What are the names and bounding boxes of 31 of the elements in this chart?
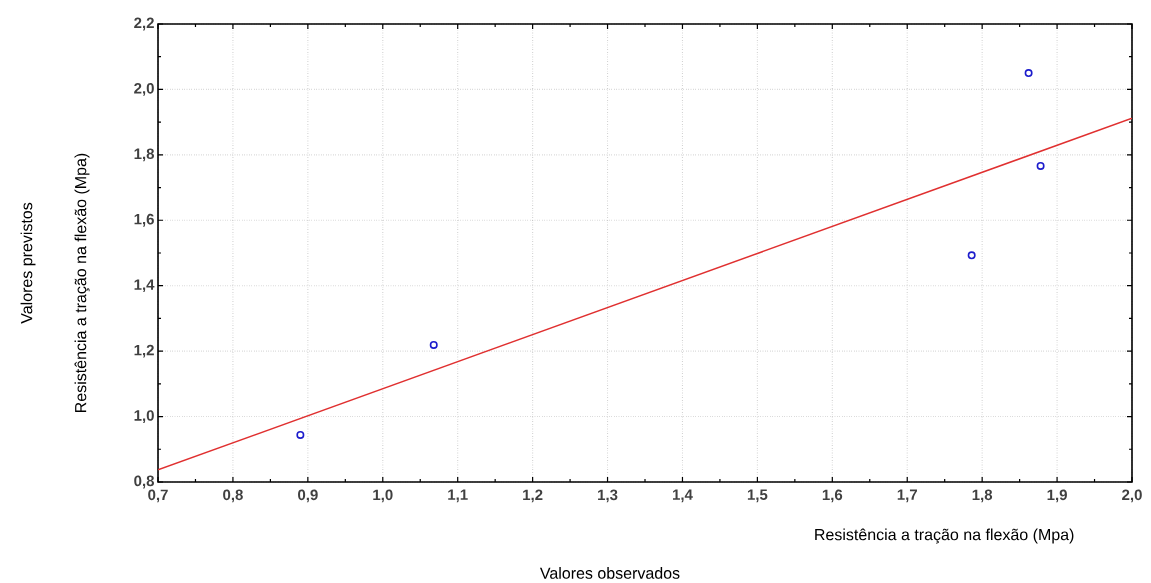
- y-tick-label: 2,0: [134, 83, 154, 96]
- point: [296, 430, 305, 439]
- text: Valores observados: [539, 567, 680, 579]
- point: [1024, 69, 1033, 78]
- x-tick-label: 1,9: [1047, 489, 1067, 503]
- x-tick-label: 1,1: [448, 489, 468, 503]
- x-tick-label: 0,7: [148, 489, 168, 503]
- x-tick-label: 1,8: [972, 489, 993, 503]
- x-axis-title: Resistência a tração na flexão (Mpa): [815, 528, 1074, 544]
- x-tick-label: 1,4: [672, 489, 693, 503]
- point: [967, 251, 976, 260]
- point: [429, 340, 438, 349]
- text: Valores previstos: [20, 202, 36, 324]
- x-tick-label: 1,6: [822, 489, 843, 503]
- x-tick-label: 0,8: [223, 489, 243, 503]
- y-tick-label: 1,8: [134, 148, 155, 162]
- y-tick-label: 1,6: [134, 213, 154, 227]
- y-tick-label: 1,0: [134, 410, 154, 423]
- x-tick-label: 1,0: [373, 489, 393, 503]
- x-tick-label: 1,7: [897, 489, 917, 503]
- x-tick-label: 1,5: [747, 489, 768, 503]
- y-tick-label: 1,2: [134, 344, 154, 358]
- x-tick-label: 0,9: [298, 489, 318, 503]
- x-tick-label: 1,2: [523, 489, 543, 503]
- y-axis-title: Resistência a tração na flexão (Mpa): [74, 153, 90, 412]
- y-tick-label: 0,8: [134, 475, 155, 489]
- x-tick-label: 1,3: [598, 489, 618, 503]
- y-tick-label: 1,4: [134, 279, 155, 293]
- x-tick-label: 2,0: [1122, 489, 1142, 503]
- y-tick-label: 2,2: [134, 17, 154, 31]
- point: [1036, 161, 1045, 170]
